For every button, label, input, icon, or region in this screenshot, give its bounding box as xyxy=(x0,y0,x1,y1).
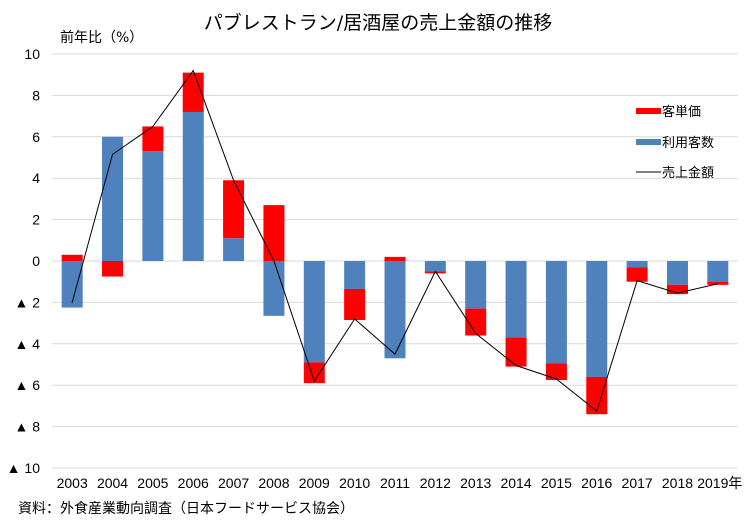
legend-label: 客単価 xyxy=(662,104,701,120)
bar-customers xyxy=(424,261,446,272)
chart-title: パブレストラン/居酒屋の売上金額の推移 xyxy=(203,12,553,34)
legend-swatch xyxy=(636,108,661,114)
x-tick-label: 2006 xyxy=(178,475,209,491)
sales-line-point xyxy=(636,280,638,282)
bar-customers xyxy=(666,261,688,285)
sales-line-point xyxy=(313,380,315,382)
sales-line-point xyxy=(717,283,719,285)
bar-customers xyxy=(707,261,729,282)
sales-line-point xyxy=(192,70,194,72)
bar-unit-price xyxy=(384,256,406,261)
bar-unit-price xyxy=(626,267,648,282)
bar-unit-price xyxy=(545,363,567,381)
bar-unit-price xyxy=(263,205,285,261)
x-tick-label: 2008 xyxy=(258,475,289,491)
sales-line xyxy=(71,69,719,412)
y-tick-label: 2 xyxy=(32,212,40,228)
y-tick-label: ▲ 8 xyxy=(14,419,40,435)
sales-line-point xyxy=(71,301,73,303)
legend-swatch xyxy=(636,139,661,145)
bar-unit-price xyxy=(182,72,204,112)
y-tick-labels: 10 8 6 4 2 0 ▲ 2 ▲ 4 ▲ 6 ▲ 8 ▲ 10 xyxy=(7,46,41,476)
y-axis-label: 前年比（%） xyxy=(60,30,144,46)
y-tick-label: ▲ 2 xyxy=(14,294,40,310)
sales-line-point xyxy=(394,353,396,355)
bar-unit-price xyxy=(102,261,124,277)
x-tick-labels: 2003 2004 2005 2006 2007 2008 2009 2010 2011 2012… xyxy=(57,475,743,491)
bar-customers xyxy=(545,261,567,364)
y-tick-label: 0 xyxy=(32,253,40,269)
y-tick-label: ▲ 10 xyxy=(7,460,41,476)
y-tick-label: 10 xyxy=(24,46,40,62)
bar-customers xyxy=(344,261,366,289)
bars xyxy=(61,72,729,415)
bar-customers xyxy=(586,261,608,377)
bar-unit-price xyxy=(344,288,366,320)
sales-line-point xyxy=(596,410,598,412)
y-tick-label: ▲ 6 xyxy=(14,377,40,393)
bar-unit-price xyxy=(666,284,688,295)
x-tick-label: 2012 xyxy=(420,475,451,491)
bar-customers xyxy=(102,136,124,261)
bar-customers xyxy=(223,238,245,261)
x-tick-label: 2014 xyxy=(500,475,531,491)
x-tick-label: 2013 xyxy=(460,475,491,491)
x-tick-label: 2009 xyxy=(299,475,330,491)
sales-line-point xyxy=(515,365,517,367)
bar-customers xyxy=(465,261,487,309)
legend-label: 売上金額 xyxy=(662,165,714,181)
gridlines xyxy=(52,53,738,469)
bar-unit-price xyxy=(142,126,164,152)
bar-customers xyxy=(182,111,204,262)
x-tick-label: 2003 xyxy=(57,475,88,491)
x-tick-label: 2007 xyxy=(218,475,249,491)
bar-unit-price xyxy=(223,180,245,239)
sales-line-point xyxy=(152,125,154,127)
y-tick-label: 8 xyxy=(32,87,40,103)
sales-line-point xyxy=(475,332,477,334)
bar-unit-price xyxy=(505,337,527,367)
bar-customers xyxy=(142,151,164,261)
bar-unit-price xyxy=(465,308,487,336)
y-tick-label: 6 xyxy=(32,129,40,145)
x-tick-label: 2004 xyxy=(97,475,128,491)
sales-line-point xyxy=(112,153,114,155)
sales-line-point xyxy=(555,378,557,380)
sales-line-point xyxy=(233,179,235,181)
bar-customers xyxy=(303,261,325,363)
sales-line-path xyxy=(71,69,718,412)
bar-customers xyxy=(384,261,406,359)
y-tick-label: 4 xyxy=(32,170,40,186)
sales-line-point xyxy=(273,260,275,262)
legend-label: 利用客数 xyxy=(662,135,714,151)
x-tick-label: 2015 xyxy=(541,475,572,491)
x-tick-label: 2011 xyxy=(380,475,410,491)
bar-unit-price xyxy=(61,254,83,261)
x-tick-label: 2018 xyxy=(662,475,693,491)
sales-line-point xyxy=(354,318,356,320)
bar-unit-price xyxy=(586,376,608,415)
bar-customers xyxy=(505,261,527,338)
x-tick-label: 2005 xyxy=(137,475,168,491)
x-tick-label: 2019年 xyxy=(697,475,742,491)
bar-unit-price xyxy=(303,362,325,384)
x-tick-label: 2017 xyxy=(622,475,653,491)
x-tick-label: 2016 xyxy=(581,475,612,491)
sales-line-point xyxy=(434,270,436,272)
bar-customers xyxy=(61,261,83,308)
bar-customers xyxy=(626,261,648,268)
sales-line-point xyxy=(676,292,678,294)
y-tick-label: ▲ 4 xyxy=(14,336,40,352)
bar-unit-price xyxy=(707,281,729,285)
x-tick-label: 2010 xyxy=(339,475,370,491)
bar-customers xyxy=(263,261,285,316)
source-note: 資料：外食産業動向調査（日本フードサービス協会） xyxy=(18,501,354,517)
